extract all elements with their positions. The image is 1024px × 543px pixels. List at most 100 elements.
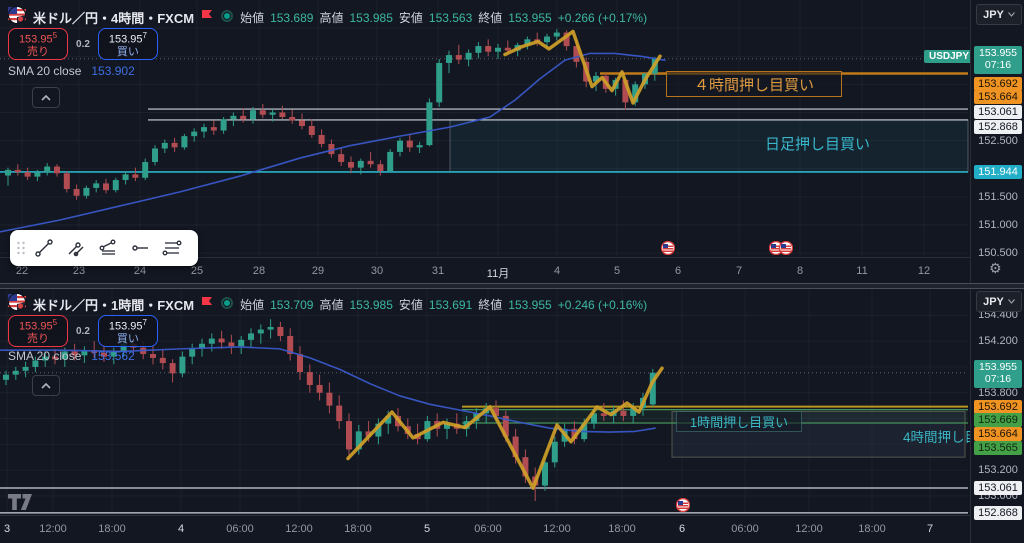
chevron-down-icon [1007, 12, 1015, 17]
drag-handle-icon[interactable] [16, 241, 26, 255]
settings-gear-icon[interactable]: ⚙ [989, 260, 1002, 276]
price-level-label: 153.565 [974, 441, 1022, 455]
collapse-legend-button[interactable] [32, 375, 60, 396]
time-axis-label: 7 [735, 265, 743, 277]
price-level-label: 151.500 [978, 190, 1018, 203]
open-label: 始値 [240, 298, 265, 312]
price-scale-1h[interactable]: JPY 154.400154.200154.000153.95507:16153… [970, 287, 1024, 543]
chart-title[interactable]: 米ドル／円・4時間・FXCM [33, 11, 195, 26]
legend-row: 米ドル／円・4時間・FXCM 始値 153.689 高値 153.985 安値 153… [8, 6, 647, 29]
chevron-down-icon [1007, 299, 1015, 304]
buy-button[interactable]: 153.957 買い [97, 28, 158, 60]
sma-legend[interactable]: SMA 20 close 153.562 [8, 349, 135, 363]
time-axis-label: 18:00 [858, 523, 886, 535]
red-flag-icon[interactable] [201, 9, 214, 27]
market-open-dot [221, 296, 234, 314]
chart-title[interactable]: 米ドル／円・1時間・FXCM [33, 298, 195, 313]
time-axis-label: 7 [926, 523, 934, 535]
low-value: 153.691 [428, 297, 473, 312]
chart-panel-1h: 米ドル／円・1時間・FXCM 始値 153.709 高値 153.985 安値 153… [0, 287, 1024, 543]
trend-angle-icon[interactable] [62, 234, 90, 262]
red-flag-icon[interactable] [201, 296, 214, 314]
price-level-label: 152.500 [978, 134, 1018, 147]
time-axis-label: 12:00 [285, 523, 313, 535]
close-value: 153.955 [508, 297, 552, 312]
price-level-label: 153.669 [974, 412, 1022, 427]
price-level-label: 151.000 [978, 219, 1018, 232]
spread-value: 0.2 [76, 325, 90, 337]
price-level-label: 153.200 [978, 464, 1018, 477]
open-value: 153.689 [270, 10, 314, 25]
time-axis-label: 6 [678, 523, 686, 535]
time-axis-label: 4 [177, 523, 185, 535]
high-label: 高値 [319, 11, 344, 25]
buy-label: 買い [116, 333, 139, 346]
close-label: 終値 [478, 11, 503, 25]
drawing-toolbar[interactable] [10, 230, 198, 266]
panel-separator[interactable] [0, 283, 1024, 289]
fan-lines-icon[interactable] [94, 234, 122, 262]
sell-label: 売り [27, 46, 49, 59]
time-axis-label: 18:00 [608, 523, 636, 535]
price-level-label: 152.868 [974, 119, 1022, 134]
sma-legend[interactable]: SMA 20 close 153.902 [8, 64, 135, 78]
open-label: 始値 [240, 11, 265, 25]
time-axis-label: 22 [15, 265, 29, 277]
time-axis-label: 11 [856, 265, 868, 277]
us-economic-event-icon[interactable] [675, 497, 691, 517]
high-value: 153.985 [349, 10, 393, 25]
time-axis-label: 06:00 [474, 523, 502, 535]
sell-button[interactable]: 153.955 売り [8, 315, 68, 347]
price-level-label: 152.868 [974, 505, 1022, 520]
currency-selector-button[interactable]: JPY [976, 4, 1022, 25]
sell-button[interactable]: 153.955 売り [8, 28, 68, 60]
trend-line-icon[interactable] [30, 234, 58, 262]
current-price-label: 153.955 07:16 [974, 45, 1022, 74]
time-axis-label: 18:00 [98, 523, 126, 535]
tradingview-logo[interactable] [8, 494, 36, 515]
price-scale-4h[interactable]: JPY ⚙ 153.955 07:16 153.692 153.664 153.061 1… [970, 0, 1024, 283]
time-axis-label: 25 [190, 265, 204, 277]
buy-label: 買い [116, 46, 139, 59]
time-axis-label: 12 [917, 265, 931, 277]
buy-button[interactable]: 153.957 買い [97, 315, 158, 347]
current-price-label: 153.955 07:16 [974, 359, 1022, 388]
time-axis-1h[interactable]: 3 12:00 18:00 4 06:00 12:00 18:00 5 06:00 12:00 18… [0, 515, 970, 543]
us-economic-event-icon[interactable] [768, 240, 794, 260]
change-value: +0.246 (+0.16%) [557, 297, 648, 312]
price-level-label: 153.800 [978, 386, 1018, 399]
parallel-channel-icon[interactable] [158, 234, 186, 262]
time-axis-label: 3 [3, 523, 11, 535]
price-level-label: 153.061 [974, 105, 1022, 120]
close-label: 終値 [478, 298, 503, 312]
time-axis-label: 24 [133, 265, 147, 277]
spread-value: 0.2 [76, 38, 90, 50]
horizontal-line-icon[interactable] [126, 234, 154, 262]
low-value: 153.563 [428, 10, 473, 25]
time-axis-label: 31 [431, 265, 445, 277]
time-axis-label: 23 [72, 265, 86, 277]
usdjpy-pair-icon [8, 6, 26, 29]
low-label: 安値 [398, 11, 423, 25]
collapse-legend-button[interactable] [32, 87, 60, 108]
price-level-label: 154.400 [978, 309, 1018, 322]
ohlc-readout: 始値 153.689 高値 153.985 安値 153.563 終値 153.955 … [240, 9, 647, 26]
time-axis-label: 4 [553, 265, 561, 277]
time-axis-label: 06:00 [226, 523, 254, 535]
usdjpy-pair-icon [8, 293, 26, 316]
price-level-label: 153.061 [974, 480, 1022, 495]
order-buttons-row: 153.955 売り 0.2 153.957 買い [8, 28, 158, 60]
sell-label: 売り [27, 333, 49, 346]
close-value: 153.955 [508, 10, 552, 25]
change-value: +0.266 (+0.17%) [557, 10, 648, 25]
price-level-label: 153.664 [974, 427, 1022, 442]
time-axis-label: 30 [370, 265, 384, 277]
price-level-label: 153.664 [974, 90, 1022, 105]
price-level-label: 154.200 [978, 335, 1018, 348]
time-axis-label: 18:00 [344, 523, 372, 535]
price-level-label: 151.944 [974, 164, 1022, 179]
us-economic-event-icon[interactable] [660, 240, 676, 260]
order-buttons-row: 153.955 売り 0.2 153.957 買い [8, 315, 158, 347]
currency-selector-button[interactable]: JPY [976, 291, 1022, 312]
